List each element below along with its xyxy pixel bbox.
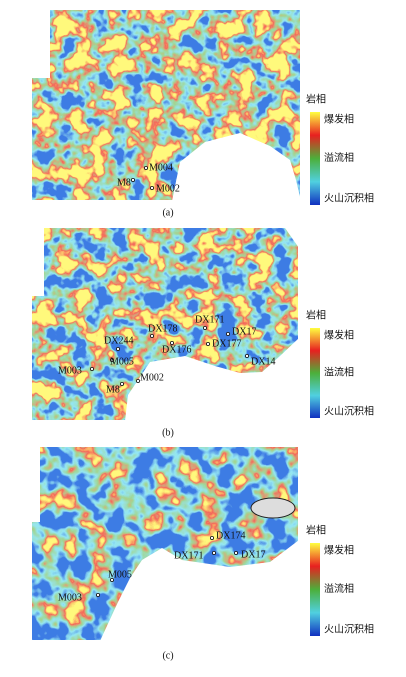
mask xyxy=(32,447,40,522)
mask xyxy=(172,133,301,201)
well xyxy=(110,357,115,362)
well xyxy=(110,578,115,583)
legend-title: 岩相 xyxy=(306,523,326,536)
well-label: M002 xyxy=(140,372,164,383)
well-label: DX17 xyxy=(241,549,265,560)
well-label: DX174 xyxy=(216,530,245,541)
well xyxy=(209,536,214,541)
colorbar xyxy=(310,328,320,418)
well xyxy=(149,185,154,190)
legend-label: 爆发相 xyxy=(324,543,354,556)
mask xyxy=(32,228,44,296)
well xyxy=(143,165,148,170)
legend-label: 溢流相 xyxy=(324,151,354,164)
well xyxy=(149,333,154,338)
well xyxy=(116,346,121,351)
legend-label: 火山沉积相 xyxy=(324,191,374,204)
well-label: M005 xyxy=(110,356,134,367)
well-label: DX171 xyxy=(174,550,203,561)
well xyxy=(169,340,174,345)
well xyxy=(211,551,216,556)
colorbar xyxy=(310,112,320,205)
well-label: DX244 xyxy=(104,335,133,346)
legend-label: 火山沉积相 xyxy=(324,404,374,417)
colorbar xyxy=(310,543,320,636)
legend-label: 溢流相 xyxy=(324,365,354,378)
well-label: DX14 xyxy=(251,356,275,367)
well-label: DX177 xyxy=(212,338,241,349)
well xyxy=(225,331,230,336)
legend-label: 爆发相 xyxy=(324,328,354,341)
well-label: M8 xyxy=(117,177,131,188)
well-label: M003 xyxy=(58,592,82,603)
well-label: DX17 xyxy=(232,326,256,337)
well xyxy=(233,551,238,556)
panel-label: (a) xyxy=(162,207,173,218)
well xyxy=(130,177,135,182)
well xyxy=(90,366,95,371)
well-label: DX176 xyxy=(162,344,191,355)
legend-label: 溢流相 xyxy=(324,582,354,595)
well xyxy=(202,325,207,330)
legend-title: 岩相 xyxy=(306,92,326,105)
panel-label: (c) xyxy=(162,650,173,661)
mask xyxy=(125,338,299,421)
well-label: M003 xyxy=(58,365,82,376)
legend-title: 岩相 xyxy=(306,308,326,321)
mask xyxy=(285,228,299,248)
panel-label: (b) xyxy=(162,427,174,438)
well xyxy=(135,378,140,383)
well-label: M002 xyxy=(156,183,180,194)
well-label: DX178 xyxy=(148,323,177,334)
well xyxy=(96,593,101,598)
legend-label: 火山沉积相 xyxy=(324,622,374,635)
mask xyxy=(32,10,50,78)
well-label: M004 xyxy=(149,162,173,173)
legend-label: 爆发相 xyxy=(324,112,354,125)
well xyxy=(120,381,125,386)
well-label: M8 xyxy=(106,384,120,395)
well xyxy=(205,341,210,346)
well-label: DX171 xyxy=(195,314,224,325)
island xyxy=(250,497,296,519)
mask xyxy=(100,540,299,641)
well xyxy=(244,353,249,358)
well-label: M005 xyxy=(108,569,132,580)
